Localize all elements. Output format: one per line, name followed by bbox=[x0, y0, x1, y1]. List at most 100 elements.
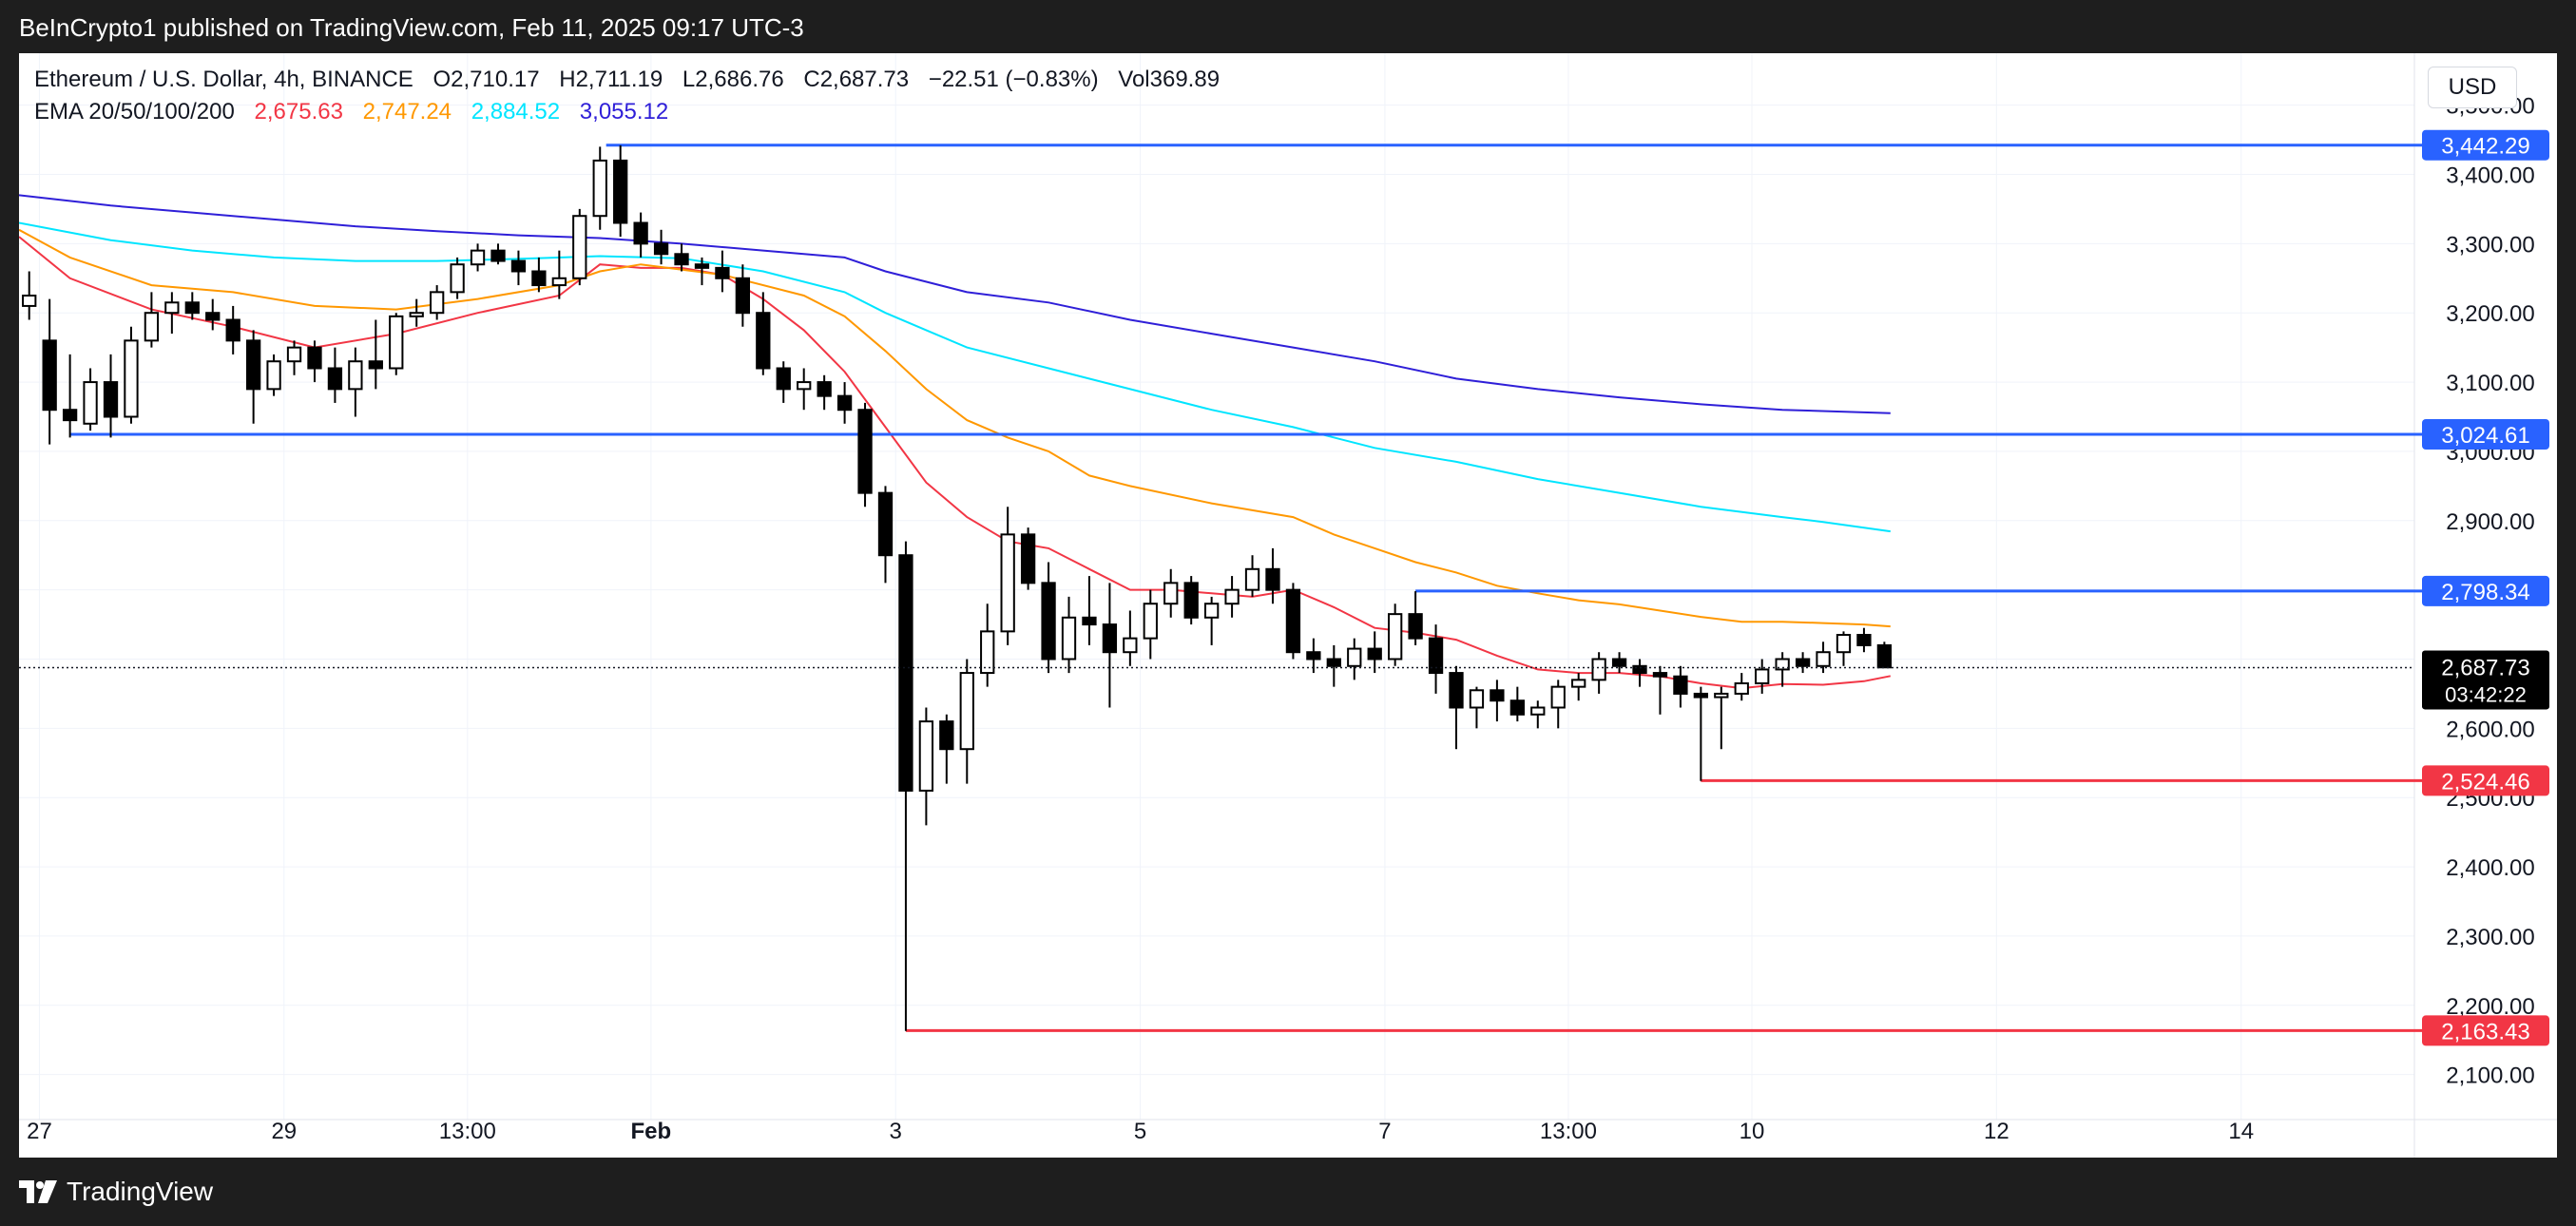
candle-down bbox=[1876, 643, 1893, 669]
y-tick-label: 3,300.00 bbox=[2446, 232, 2534, 258]
x-tick-label: 5 bbox=[1134, 1119, 1146, 1144]
current-price-label-bg bbox=[2422, 650, 2549, 710]
candle-down bbox=[1367, 647, 1382, 661]
candle-up bbox=[551, 277, 567, 287]
ema200-value: 3,055.12 bbox=[579, 99, 669, 125]
candle-down bbox=[613, 159, 628, 224]
candle-up bbox=[1755, 668, 1770, 685]
x-tick-label: 13:00 bbox=[439, 1119, 496, 1144]
y-tick-label: 2,600.00 bbox=[2446, 717, 2534, 742]
candle-down bbox=[1102, 623, 1118, 654]
y-tick-label: 2,900.00 bbox=[2446, 509, 2534, 535]
candle-up bbox=[1836, 634, 1852, 654]
candle-up bbox=[124, 339, 139, 418]
resistance-3024-label: 3,024.61 bbox=[2441, 423, 2529, 449]
candle-down bbox=[1611, 658, 1627, 667]
candle-up bbox=[959, 672, 974, 751]
candle-down bbox=[1490, 689, 1505, 702]
candle-down bbox=[245, 339, 261, 391]
chart-panel[interactable]: 3,500.003,400.003,300.003,200.003,100.00… bbox=[19, 53, 2557, 1158]
support-2163-label-bg bbox=[2422, 1015, 2549, 1046]
candle-down bbox=[1652, 672, 1668, 678]
candle-down bbox=[1326, 658, 1341, 667]
candle-down bbox=[1082, 616, 1097, 626]
ema200-line bbox=[19, 194, 1891, 414]
candle-up bbox=[918, 720, 934, 792]
price-chart[interactable]: 3,500.003,400.003,300.003,200.003,100.00… bbox=[19, 53, 2557, 1158]
candle-up bbox=[797, 381, 812, 391]
y-tick-label: 3,100.00 bbox=[2446, 371, 2534, 396]
resistance-3442-label-bg bbox=[2422, 129, 2549, 161]
candle-down bbox=[327, 367, 343, 391]
top-bar: BeInCrypto1 published on TradingView.com… bbox=[0, 0, 2576, 53]
candle-up bbox=[389, 315, 404, 370]
x-tick-label: 29 bbox=[271, 1119, 297, 1144]
candle-up bbox=[592, 159, 607, 218]
candle-down bbox=[307, 346, 322, 370]
candle-down bbox=[1509, 699, 1525, 716]
x-tick-label: 3 bbox=[890, 1119, 902, 1144]
tradingview-logo-icon bbox=[19, 1180, 57, 1203]
symbol-title[interactable]: Ethereum / U.S. Dollar, 4h, BINANCE bbox=[34, 67, 413, 92]
candle-up bbox=[1347, 647, 1362, 667]
tradingview-logo[interactable]: TradingView bbox=[19, 1175, 213, 1209]
candle-down bbox=[1428, 637, 1444, 675]
candle-down bbox=[898, 554, 913, 792]
candle-down bbox=[776, 367, 791, 391]
candle-down bbox=[103, 381, 119, 418]
candle-up bbox=[1714, 692, 1729, 699]
candle-up bbox=[1061, 616, 1077, 661]
candle-down bbox=[1408, 613, 1423, 640]
candle-down bbox=[939, 720, 954, 751]
candle-up bbox=[1469, 689, 1485, 709]
change-value: −22.51 (−0.83%) bbox=[928, 67, 1099, 92]
candle-down bbox=[62, 409, 78, 422]
candle-up bbox=[572, 215, 587, 279]
x-tick-label: 12 bbox=[1984, 1119, 2009, 1144]
candle-down bbox=[836, 394, 853, 412]
currency-button[interactable]: USD bbox=[2428, 67, 2517, 108]
candle-up bbox=[1816, 651, 1831, 667]
bottom-bar: TradingView bbox=[0, 1158, 2576, 1226]
candle-up bbox=[1203, 603, 1220, 619]
candle-up bbox=[348, 360, 363, 391]
y-tick-label: 2,300.00 bbox=[2446, 925, 2534, 950]
resistance-2798-label: 2,798.34 bbox=[2441, 580, 2529, 605]
tradingview-brand-text: TradingView bbox=[67, 1177, 214, 1206]
candle-down bbox=[756, 312, 771, 370]
ema50-line bbox=[19, 228, 1891, 628]
y-tick-label: 2,400.00 bbox=[2446, 855, 2534, 881]
resistance-2798-label-bg bbox=[2422, 575, 2549, 606]
ema50-value: 2,747.24 bbox=[362, 99, 452, 125]
candle-up bbox=[1000, 533, 1015, 633]
candle-up bbox=[1550, 685, 1566, 709]
candle-down bbox=[715, 266, 730, 279]
close-value: C2,687.73 bbox=[803, 67, 910, 92]
candle-up bbox=[164, 301, 180, 315]
candle-down bbox=[653, 242, 669, 256]
volume-value: Vol369.89 bbox=[1118, 67, 1221, 92]
open-value: O2,710.17 bbox=[433, 67, 540, 92]
candle-down bbox=[1041, 582, 1056, 661]
candle-up bbox=[980, 630, 995, 675]
candle-down bbox=[225, 318, 240, 342]
support-2524-label-bg bbox=[2422, 765, 2549, 796]
candle-down bbox=[694, 263, 710, 269]
candle-down bbox=[1795, 658, 1811, 667]
x-tick-label: 7 bbox=[1378, 1119, 1391, 1144]
support-2524-label: 2,524.46 bbox=[2441, 769, 2529, 795]
candle-down bbox=[877, 491, 894, 557]
ema100-line bbox=[19, 221, 1891, 533]
candle-up bbox=[1123, 637, 1138, 654]
support-2163-label: 2,163.43 bbox=[2441, 1019, 2529, 1044]
y-tick-label: 2,100.00 bbox=[2446, 1063, 2534, 1089]
candle-up bbox=[144, 312, 160, 342]
candle-up bbox=[83, 381, 98, 425]
candle-up bbox=[1775, 658, 1790, 671]
ema-label[interactable]: EMA 20/50/100/200 bbox=[34, 99, 235, 125]
candle-down bbox=[1673, 675, 1688, 695]
ema-legend: EMA 20/50/100/200 2,675.63 2,747.24 2,88… bbox=[34, 99, 682, 125]
x-tick-label: 10 bbox=[1740, 1119, 1765, 1144]
candle-down bbox=[1306, 651, 1321, 661]
candle-down bbox=[531, 270, 547, 287]
